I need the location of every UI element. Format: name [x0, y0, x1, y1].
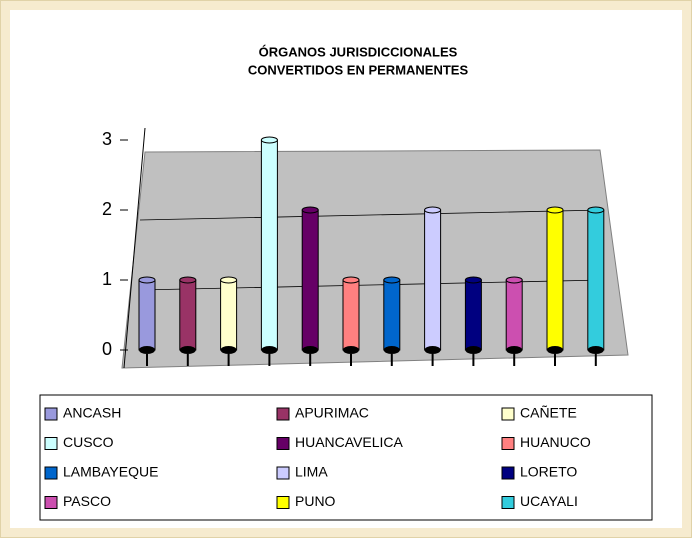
bar-top	[505, 276, 523, 284]
y-tick-label: 3	[102, 129, 112, 149]
legend-label: CUSCO	[63, 434, 114, 450]
y-tick-label: 0	[102, 339, 112, 359]
legend-swatch	[501, 407, 515, 421]
bar-base	[261, 346, 278, 354]
legend-swatch	[276, 496, 290, 509]
legend-swatch	[44, 496, 58, 509]
bar	[546, 209, 564, 351]
bar-top	[546, 206, 564, 214]
bar	[220, 279, 238, 351]
bar-base	[179, 346, 196, 354]
legend	[39, 394, 653, 521]
legend-label: UCAYALI	[520, 493, 578, 509]
legend-swatch	[276, 466, 290, 480]
bar-top	[138, 276, 156, 284]
bar	[342, 279, 360, 351]
legend-label: LIMA	[295, 464, 328, 480]
legend-swatch	[501, 496, 515, 509]
legend-swatch	[501, 466, 515, 480]
legend-swatch	[276, 437, 290, 450]
y-tick-label: 2	[102, 199, 112, 219]
legend-swatch	[44, 437, 58, 450]
bar-top	[179, 276, 197, 284]
bar-top	[301, 206, 319, 214]
bar-base	[465, 346, 482, 354]
bar-top	[424, 206, 442, 214]
bar	[505, 279, 523, 351]
bar	[383, 279, 401, 351]
bar-top	[260, 136, 278, 144]
legend-label: HUANUCO	[520, 434, 591, 450]
bar-top	[587, 206, 605, 214]
legend-label: HUANCAVELICA	[295, 434, 404, 450]
bar-base	[547, 346, 563, 354]
chart-title: CONVERTIDOS EN PERMANENTES	[248, 62, 469, 77]
bar	[587, 209, 605, 351]
bar-top	[342, 276, 360, 284]
bar-top	[464, 276, 482, 284]
legend-label: CAÑETE	[520, 405, 577, 421]
bar	[424, 209, 442, 351]
bar-base	[139, 346, 155, 354]
legend-label: APURIMAC	[295, 405, 369, 421]
legend-label: LORETO	[520, 464, 577, 480]
legend-label: ANCASH	[63, 405, 121, 421]
bar-base	[302, 346, 319, 354]
bar-top	[383, 276, 401, 284]
bar	[179, 279, 197, 351]
legend-label: LAMBAYEQUE	[63, 464, 158, 480]
bar	[138, 279, 156, 351]
bar-base	[343, 346, 359, 354]
grid-line	[139, 279, 604, 291]
legend-swatch	[276, 407, 290, 421]
bar-base	[424, 346, 441, 354]
bar-base	[506, 346, 523, 354]
bar	[301, 209, 319, 351]
legend-label: PUNO	[295, 493, 336, 509]
legend-label: PASCO	[63, 493, 111, 509]
bar-base	[220, 346, 237, 354]
chart-title: ÓRGANOS JURISDICCIONALES	[259, 44, 458, 59]
bar	[464, 279, 482, 351]
legend-swatch	[44, 407, 58, 421]
legend-swatch	[501, 437, 515, 450]
bar-top	[220, 276, 238, 284]
y-axis	[123, 127, 146, 369]
grid-line	[139, 209, 604, 221]
plot-wall	[121, 149, 629, 369]
bar	[260, 139, 278, 351]
legend-swatch	[44, 466, 58, 480]
bar-base	[587, 346, 604, 354]
y-tick-label: 1	[102, 269, 112, 289]
bar-base	[383, 346, 400, 354]
